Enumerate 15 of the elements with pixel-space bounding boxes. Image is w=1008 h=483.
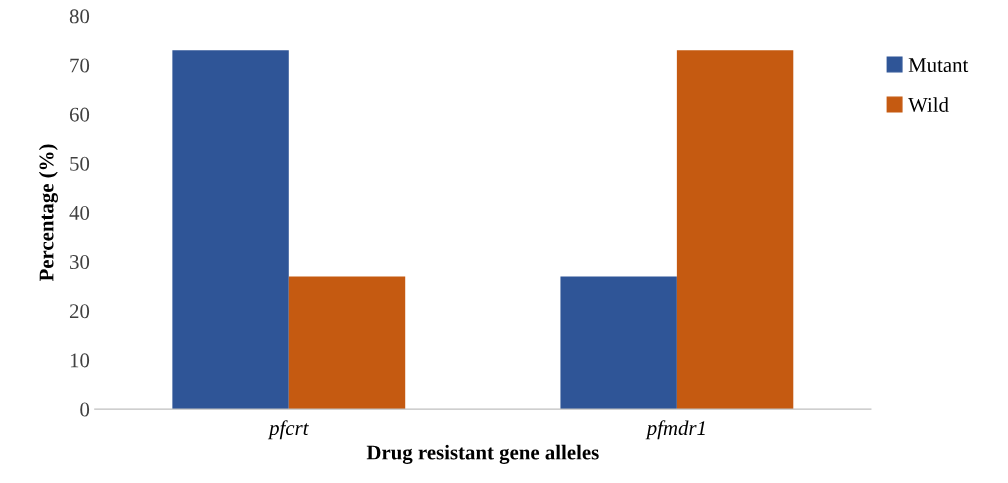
y-tick-label: 10 [70,353,90,368]
y-tick-label: 50 [70,156,90,171]
y-tick-label: 20 [69,304,90,319]
y-tick-label: 30 [70,255,90,270]
legend-label: Mutant [908,58,969,73]
y-tick-label: 40 [69,205,90,220]
y-axis-title: Percentage (%) [38,144,58,282]
y-tick-label: 60 [69,107,90,122]
x-axis-title: Drug resistant gene alleles [366,444,599,464]
x-tick-label: pfcrt [267,420,309,440]
legend-label: Wild [908,97,949,113]
y-tick-label: 70 [70,58,90,73]
y-tick-label: 80 [69,9,90,24]
x-tick-label: pfmdr1 [645,420,705,440]
y-tick-label: 0 [80,402,90,417]
